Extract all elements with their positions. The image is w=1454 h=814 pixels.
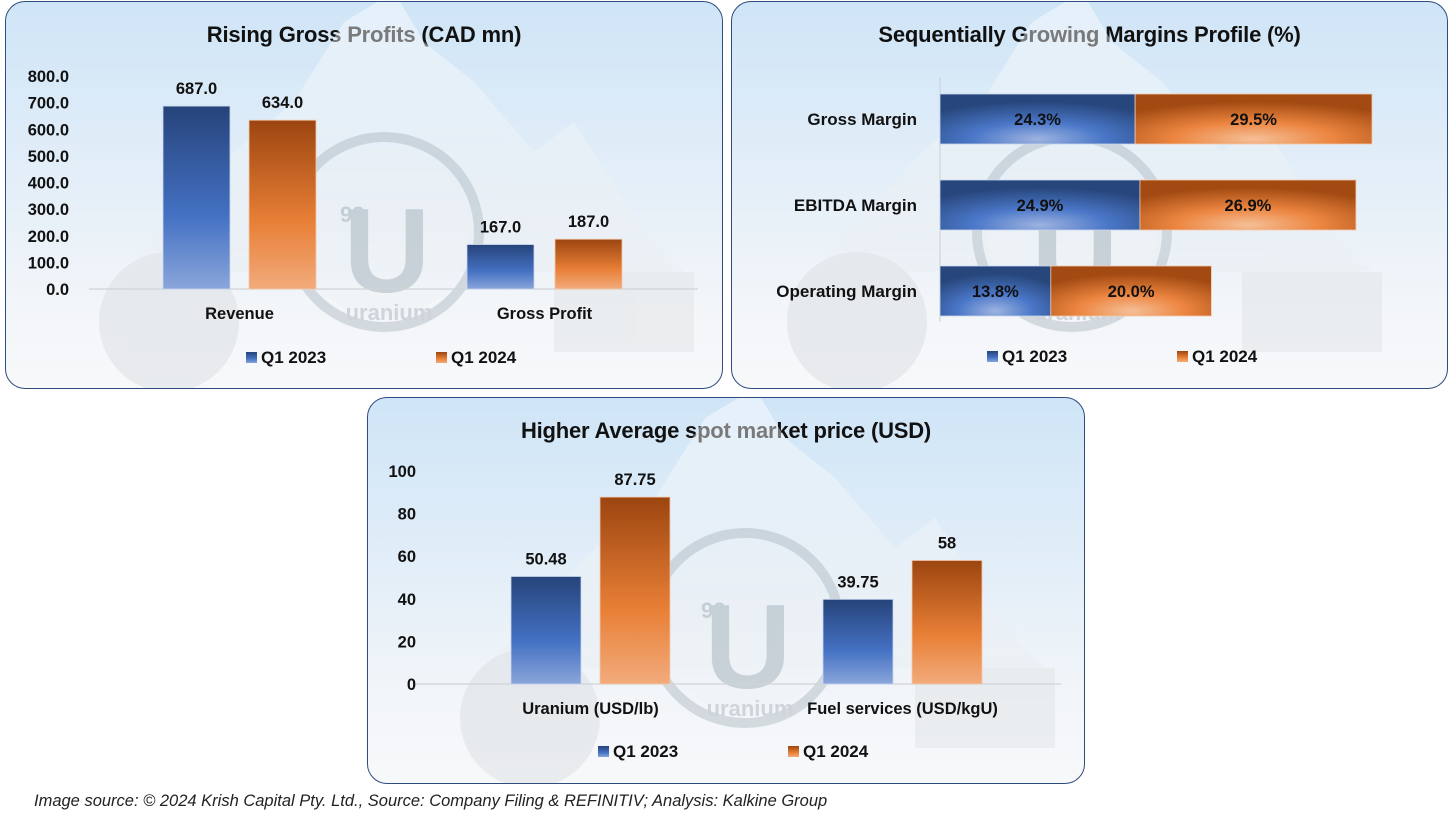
data-label: 634.0	[262, 94, 303, 112]
element-name: uranium	[346, 300, 433, 325]
data-label: 687.0	[176, 80, 217, 98]
data-label: 50.48	[525, 550, 566, 568]
bar-gross-profit-q1-2023	[466, 244, 535, 290]
y-tick-label: 40	[398, 591, 416, 609]
y-tick-label: 300.0	[28, 201, 69, 219]
x-category-label: Uranium (USD/lb)	[522, 700, 659, 718]
y-category-label: Gross Margin	[807, 110, 917, 129]
legend-label: Q1 2024	[451, 348, 517, 367]
bar-revenue-q1-2024	[248, 119, 317, 290]
data-label: 13.8%	[972, 283, 1019, 301]
data-label: 87.75	[614, 471, 655, 489]
bar-revenue-q1-2023	[162, 105, 231, 290]
legend-swatch-q1-2024	[1177, 351, 1188, 362]
data-label: 187.0	[568, 213, 609, 231]
legend-swatch-q1-2024	[788, 746, 799, 757]
y-tick-label: 100.0	[28, 254, 69, 272]
y-tick-label: 0	[407, 676, 416, 694]
machine-silhouette	[1242, 272, 1382, 352]
element-number: 92	[340, 202, 364, 227]
source-footnote: Image source: © 2024 Krish Capital Pty. …	[34, 792, 828, 810]
legend-swatch-q1-2023	[246, 352, 257, 363]
y-tick-label: 600.0	[28, 121, 69, 139]
legend-label: Q1 2023	[261, 348, 326, 367]
bar-operating-margin-q1-2024	[1050, 265, 1212, 317]
bar-fuel-services-usd-kgu--q1-2024	[911, 560, 983, 685]
data-label: 58	[938, 534, 956, 552]
element-number: 92	[701, 598, 725, 623]
bar-ebitda-margin-q1-2024	[1139, 179, 1357, 231]
legend-swatch-q1-2023	[598, 746, 609, 757]
legend-label: Q1 2024	[803, 742, 869, 761]
x-category-label: Fuel services (USD/kgU)	[807, 700, 998, 718]
bar-uranium-usd-lb--q1-2023	[510, 576, 582, 685]
x-category-label: Revenue	[205, 305, 274, 323]
y-tick-label: 200.0	[28, 228, 69, 246]
bar-ebitda-margin-q1-2023	[939, 179, 1141, 231]
margins-panel: Sequentially Growing Margins Profile (%)…	[731, 1, 1448, 389]
y-category-label: Operating Margin	[776, 282, 917, 301]
x-category-label: Gross Profit	[497, 305, 593, 323]
data-label: 167.0	[480, 219, 521, 237]
legend-swatch-q1-2023	[987, 351, 998, 362]
data-label: 39.75	[837, 573, 878, 591]
truck-wheel-icon	[787, 252, 927, 388]
data-label: 29.5%	[1230, 111, 1277, 129]
y-tick-label: 500.0	[28, 148, 69, 166]
element-name: uranium	[707, 696, 794, 721]
y-tick-label: 400.0	[28, 175, 69, 193]
data-label: 24.9%	[1017, 197, 1064, 215]
bar-gross-margin-q1-2024	[1134, 93, 1373, 145]
data-label: 20.0%	[1108, 283, 1155, 301]
data-label: 26.9%	[1225, 197, 1272, 215]
legend-label: Q1 2023	[613, 742, 678, 761]
y-tick-label: 800.0	[28, 68, 69, 86]
spot-price-panel: Higher Average spot market price (USD) 9…	[367, 397, 1085, 784]
bar-uranium-usd-lb--q1-2024	[599, 496, 671, 685]
bar-operating-margin-q1-2023	[939, 265, 1052, 317]
element-symbol: U	[344, 184, 431, 318]
element-symbol: U	[705, 580, 792, 714]
y-category-label: EBITDA Margin	[794, 196, 917, 215]
legend-label: Q1 2024	[1192, 347, 1258, 366]
y-tick-label: 700.0	[28, 95, 69, 113]
gross-profits-panel: Rising Gross Profits (CAD mn) 92Uuranium…	[5, 1, 723, 389]
y-tick-label: 60	[398, 548, 416, 566]
bar-gross-profit-q1-2024	[554, 238, 623, 290]
data-label: 24.3%	[1014, 111, 1061, 129]
y-tick-label: 100	[388, 463, 416, 481]
y-tick-label: 80	[398, 506, 416, 524]
bar-fuel-services-usd-kgu--q1-2023	[822, 598, 894, 685]
legend-label: Q1 2023	[1002, 347, 1067, 366]
y-tick-label: 0.0	[46, 281, 69, 299]
y-tick-label: 20	[398, 633, 416, 651]
legend-swatch-q1-2024	[436, 352, 447, 363]
